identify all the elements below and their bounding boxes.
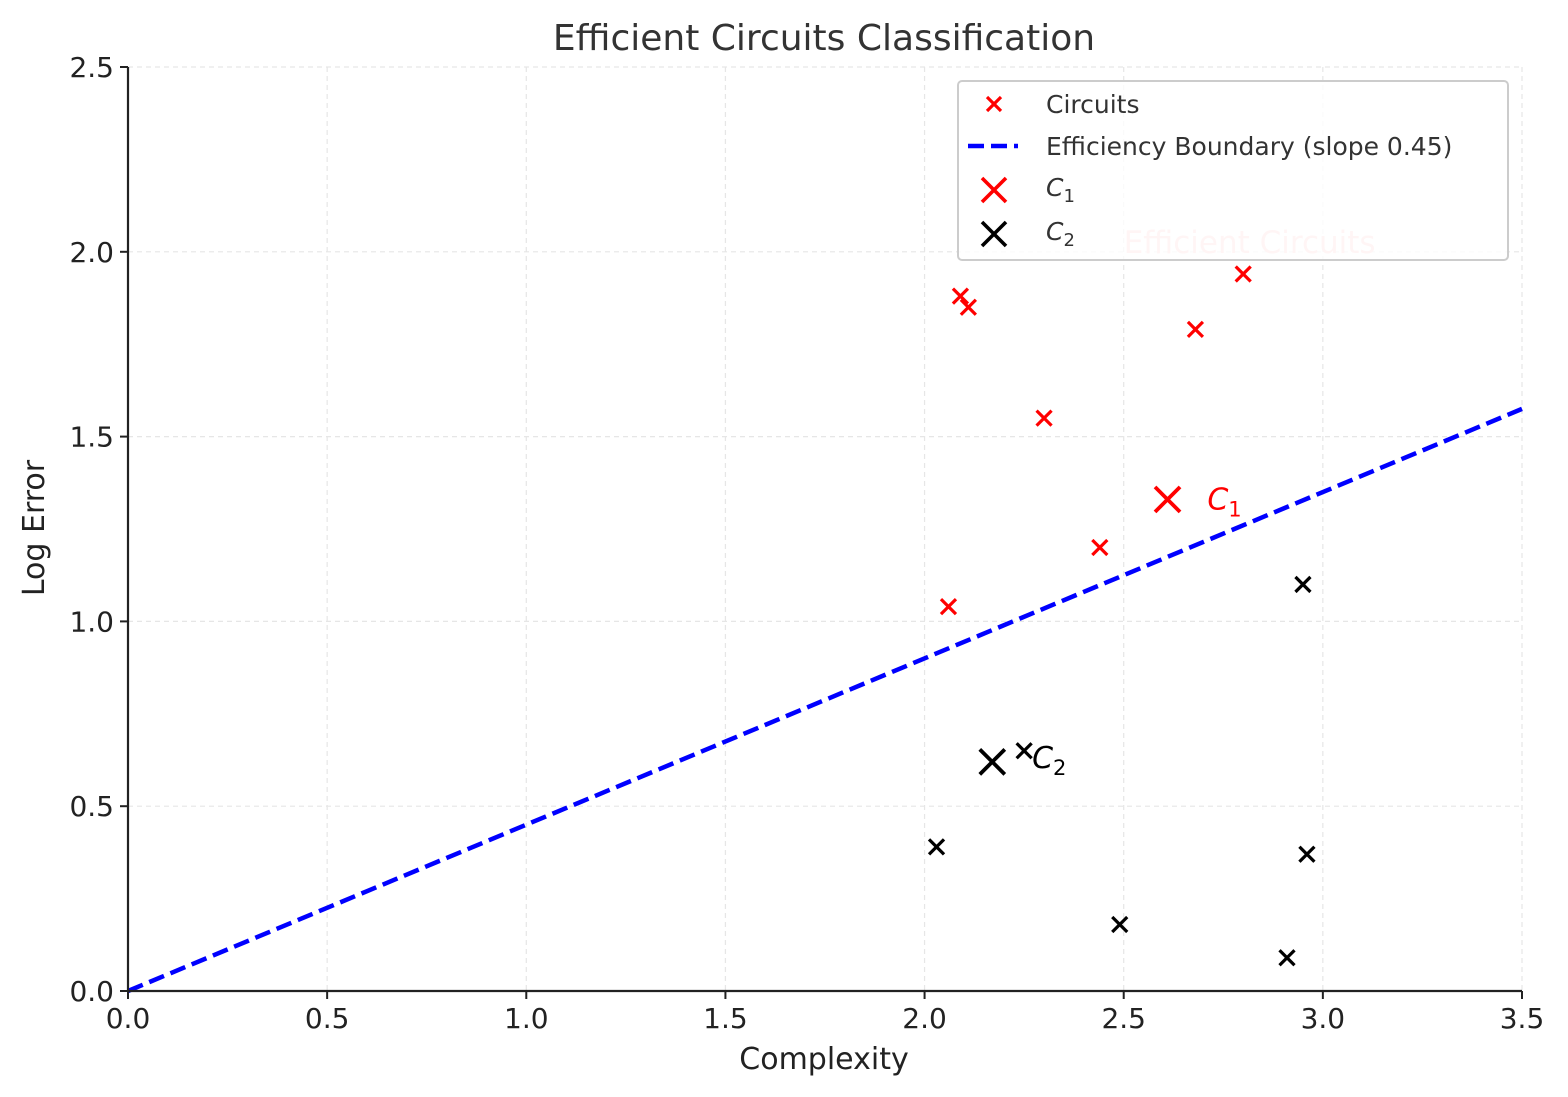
y-tick-label-2: 1.0 <box>69 605 114 638</box>
y-tick-label-5: 2.5 <box>69 51 114 84</box>
circuit-point-6-stroke-b <box>1234 265 1252 283</box>
legend-label-c2-base: C <box>1046 217 1064 246</box>
legend-box <box>957 80 1509 261</box>
x-tick-label-0: 0.0 <box>106 1002 151 1035</box>
ticks: 0.0 0.5 1.0 1.5 2.0 2.5 3.0 3.5 0.0 0.5 1.0 1.5 2.0 2… <box>69 51 1544 1035</box>
legend-label-c1-sub: 1 <box>1063 186 1074 207</box>
circuit-point-11-stroke-b <box>1294 575 1312 594</box>
x-tick-label-3: 1.5 <box>703 1002 748 1035</box>
circuit-point-1 <box>951 287 970 305</box>
x-tick-label-6: 3.0 <box>1301 1002 1346 1035</box>
circuit-point-8 <box>1015 742 1033 760</box>
annotation-c1-base: C <box>1207 482 1228 517</box>
circuit-point-3 <box>1035 409 1053 427</box>
legend-label-c1-base: C <box>1046 173 1064 202</box>
legend-marker-c1-stroke-b <box>980 176 1008 204</box>
legend-label-c2-sub: 2 <box>1063 230 1074 251</box>
y-tick-label-0: 0.0 <box>69 975 114 1008</box>
x-axis-label: Complexity <box>739 1042 908 1077</box>
circuit-point-8-stroke-b <box>1015 742 1033 760</box>
y-tick-label-4: 2.0 <box>69 236 114 269</box>
chart-title: Efficient Circuits Classification <box>553 18 1095 59</box>
circuit-point-12 <box>1298 845 1316 863</box>
point-c2 <box>978 748 1007 776</box>
y-tick-label-1: 0.5 <box>69 790 114 823</box>
circuit-point-0 <box>939 597 958 616</box>
circuit-point-12-stroke-b <box>1298 845 1316 863</box>
circuit-point-0-stroke-b <box>939 597 958 616</box>
circuit-point-7-stroke-b <box>927 838 946 856</box>
point-c1-stroke-b <box>1153 485 1182 514</box>
legend-label-1: Efficiency Boundary (slope 0.45) <box>1046 132 1452 161</box>
x-tick-label-4: 2.0 <box>902 1002 947 1035</box>
data-points <box>927 265 1316 967</box>
legend-marker-circuits <box>985 95 1003 113</box>
circuit-point-5-stroke-b <box>1186 320 1205 339</box>
circuit-point-9-stroke-b <box>1111 915 1129 934</box>
x-tick-label-5: 2.5 <box>1101 1002 1146 1035</box>
axes <box>126 67 1522 993</box>
circuit-point-2-stroke-b <box>959 298 978 316</box>
legend-marker-c2 <box>980 220 1008 248</box>
legend-label-c1: C1 <box>1046 173 1075 207</box>
circuit-point-4 <box>1091 538 1109 557</box>
boundary-layer <box>127 406 1523 994</box>
legend-label-c2: C2 <box>1046 217 1075 251</box>
circuit-point-2 <box>959 298 978 316</box>
x-tick-label-2: 1.0 <box>504 1002 549 1035</box>
circuit-point-10 <box>1278 949 1296 967</box>
annotation-c1-sub: 1 <box>1228 497 1241 521</box>
legend-marker-c1 <box>980 176 1008 204</box>
circuit-point-11 <box>1294 575 1312 594</box>
legend: Circuits Efficiency Boundary (slope 0.45)… <box>957 80 1509 261</box>
circuit-point-5 <box>1186 320 1205 339</box>
legend-marker-c2-stroke-b <box>980 220 1008 248</box>
x-tick-label-7: 3.5 <box>1500 1002 1545 1035</box>
point-c2-stroke-b <box>978 748 1007 776</box>
circuit-point-9 <box>1111 915 1129 934</box>
circuit-point-1-stroke-b <box>951 287 970 305</box>
legend-marker-circuits-stroke-b <box>985 95 1003 113</box>
annotation-c2-base: C <box>1032 741 1053 776</box>
circuit-point-10-stroke-b <box>1278 949 1296 967</box>
annotation-c2-sub: 2 <box>1053 756 1066 780</box>
efficiency-boundary-line <box>127 406 1523 994</box>
y-tick-label-3: 1.5 <box>69 421 114 454</box>
circuit-point-3-stroke-b <box>1035 409 1053 427</box>
annotation-c1: C1 <box>1207 482 1241 521</box>
circuit-point-6 <box>1234 265 1252 283</box>
legend-label-0: Circuits <box>1046 90 1140 119</box>
circuit-point-7 <box>927 838 946 856</box>
y-axis-label: Log Error <box>17 459 52 596</box>
x-tick-label-1: 0.5 <box>305 1002 350 1035</box>
point-c1 <box>1153 485 1182 514</box>
annotation-c2: C2 <box>1032 741 1066 780</box>
annotations: C1C2Efficient Circuits <box>1032 225 1375 780</box>
circuit-point-4-stroke-b <box>1091 538 1109 557</box>
